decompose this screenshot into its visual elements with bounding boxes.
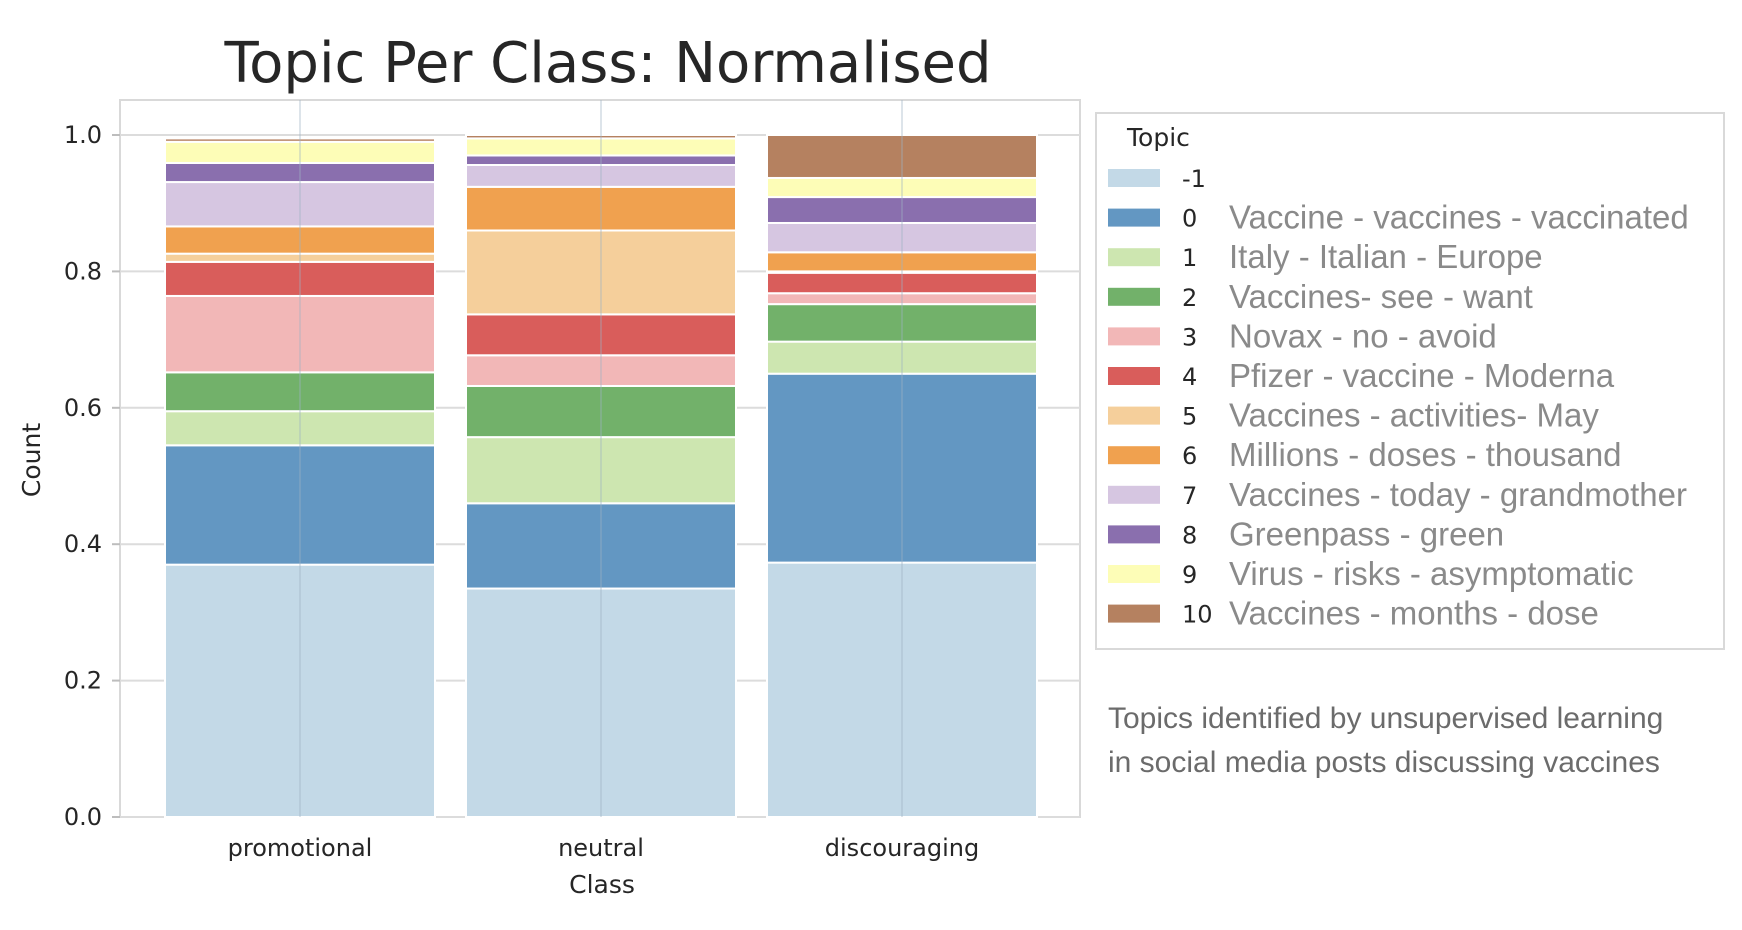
legend-swatch-topic--1 [1108, 169, 1160, 187]
bar-segment-topic-8-discouraging [766, 196, 1038, 224]
bar-segment-topic-6-promotional [164, 225, 436, 255]
legend-swatch-topic-0 [1108, 208, 1160, 227]
legend-topic-number: 6 [1182, 442, 1197, 470]
bar-segment-topic-0-discouraging [766, 372, 1038, 564]
legend-topic-description: Virus - risks - asymptomatic [1229, 555, 1634, 592]
y-tick-label: 0.2 [64, 667, 102, 695]
bar-segment-topic-10-discouraging [766, 134, 1038, 179]
legend-swatch-topic-9 [1108, 565, 1160, 583]
legend-swatch-topic-8 [1108, 525, 1160, 544]
y-tick-label: 1.0 [64, 121, 102, 149]
bar-segment-topic-0-neutral [465, 502, 737, 590]
legend-topic-description: Vaccine - vaccines - vaccinated [1229, 199, 1689, 236]
bar-segment-topic-1-neutral [465, 436, 737, 505]
y-tick-label: 0.6 [64, 394, 102, 422]
legend-topic-number: 0 [1182, 205, 1197, 233]
bar-segment-topic-3-neutral [465, 354, 737, 387]
legend-topic-number: 5 [1182, 403, 1197, 431]
legend-topic-description: Pfizer - vaccine - Moderna [1229, 357, 1615, 394]
bar-segment-topic-7-discouraging [766, 221, 1038, 254]
bar-segment-topic-6-neutral [465, 185, 737, 232]
bar-segment-topic-0-promotional [164, 444, 436, 566]
y-ticks: 0.0 0.2 0.4 0.6 0.8 1.0 [64, 121, 120, 831]
bar-segment-topic-4-promotional [164, 260, 436, 297]
legend-title: Topic [1126, 123, 1190, 152]
legend-topic-number: 8 [1182, 521, 1197, 549]
bar-segment-topic--1-neutral [465, 587, 737, 819]
legend-topic-description: Millions - doses - thousand [1229, 436, 1622, 473]
legend-topic-number: 9 [1182, 561, 1197, 589]
y-axis-label: Count [17, 423, 46, 497]
legend-topic-description: Vaccines - activities- May [1229, 397, 1599, 434]
vertical-grid [299, 100, 903, 817]
legend-topic-description: Novax - no - avoid [1229, 317, 1497, 354]
legend-swatch-topic-10 [1108, 604, 1160, 623]
y-tick-label: 0.4 [64, 530, 102, 558]
x-tick-label: promotional [228, 834, 373, 862]
bar-segment-topic-2-discouraging [766, 303, 1038, 343]
bars [164, 134, 1038, 819]
legend-topic-number: 4 [1182, 363, 1197, 391]
legend-swatch-topic-4 [1108, 367, 1160, 385]
legend-topic-number: 10 [1182, 601, 1213, 629]
annotation-line-1: Topics identified by unsupervised learni… [1108, 702, 1663, 735]
legend-topic-number: 3 [1182, 323, 1197, 351]
legend-swatch-topic-3 [1108, 327, 1160, 346]
legend-topic-description: Vaccines - months - dose [1229, 595, 1599, 632]
legend-box [1095, 112, 1725, 650]
x-ticks: promotional neutral discouraging [228, 834, 980, 862]
legend-swatch-topic-7 [1108, 485, 1160, 504]
bar-segment-topic-10-neutral [465, 134, 737, 140]
legend-topic-number: 2 [1182, 284, 1197, 312]
legend-topic-number: -1 [1182, 165, 1206, 193]
y-tick-label: 0.0 [64, 803, 102, 831]
legend-swatch-topic-2 [1108, 287, 1160, 306]
annotation-line-2: in social media posts discussing vaccine… [1108, 746, 1660, 779]
bar-segment-topic-2-promotional [164, 371, 436, 413]
bar-segment-topic-3-promotional [164, 294, 436, 374]
legend-topic-description: Vaccines- see - want [1229, 278, 1533, 315]
bar-segment-topic--1-promotional [164, 563, 436, 818]
bar-segment-topic-7-promotional [164, 181, 436, 228]
legend-topic-number: 1 [1182, 244, 1197, 272]
bar-segment-topic-10-promotional [164, 137, 436, 143]
legend: -1 0 Vaccine - vaccines - vaccinated 1 Italy… [1108, 165, 1689, 632]
y-tick-label: 0.8 [64, 257, 102, 285]
legend-topic-description: Greenpass - green [1229, 515, 1504, 552]
legend-swatch-topic-6 [1108, 446, 1160, 465]
chart-title: Topic Per Class: Normalised [223, 31, 991, 96]
legend-swatch-topic-5 [1108, 406, 1160, 425]
bar-segment-topic--1-discouraging [766, 561, 1038, 819]
bar-segment-topic-4-neutral [465, 313, 737, 357]
x-tick-label: discouraging [825, 834, 979, 862]
x-tick-label: neutral [558, 834, 644, 862]
legend-topic-number: 7 [1182, 482, 1197, 510]
legend-topic-description: Vaccines - today - grandmother [1229, 476, 1687, 513]
legend-topic-description: Italy - Italian - Europe [1229, 238, 1543, 275]
x-axis-label: Class [569, 870, 635, 899]
legend-swatch-topic-1 [1108, 248, 1160, 267]
